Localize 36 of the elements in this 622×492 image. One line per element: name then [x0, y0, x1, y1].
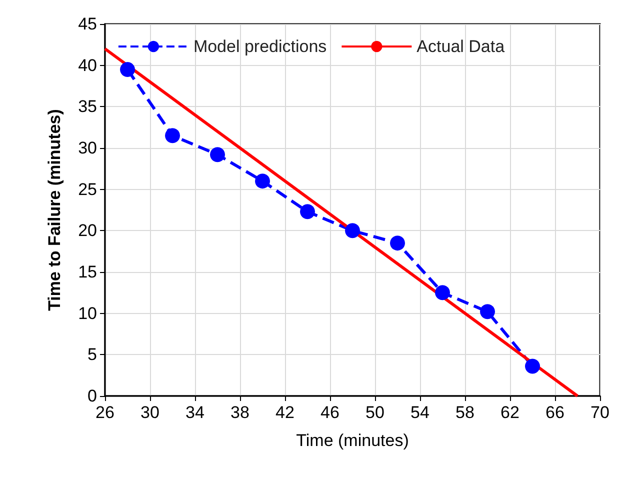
x-tick-label: 26	[96, 403, 114, 422]
x-tick-label: 58	[456, 403, 474, 422]
legend-label: Model predictions	[193, 37, 327, 56]
x-tick-label: 62	[500, 403, 520, 422]
y-tick-label: 25	[78, 180, 97, 199]
x-tick-label: 54	[410, 403, 430, 422]
y-tick-label: 45	[78, 14, 97, 34]
x-tick-label: 30	[140, 403, 160, 422]
point	[525, 358, 540, 374]
y-tick-label: 40	[78, 56, 97, 75]
x-tick-label: 46	[320, 403, 340, 422]
point	[120, 62, 135, 77]
y-tick-label: 0	[88, 386, 97, 406]
y-tick-label: 35	[78, 97, 97, 116]
y-tick-label: 10	[78, 304, 97, 323]
point	[390, 236, 405, 251]
x-tick-label: 50	[366, 403, 384, 422]
point	[480, 304, 495, 320]
point	[345, 223, 360, 238]
y-tick-label: 15	[78, 262, 97, 282]
y-tick-label: 20	[78, 221, 97, 240]
x-tick-label: 42	[276, 403, 294, 422]
y-axis-title: Time to Failure (minutes)	[45, 109, 64, 311]
x-axis-title: Time (minutes)	[296, 431, 409, 450]
x-tick-label: 34	[186, 403, 204, 422]
point	[210, 147, 225, 162]
point	[165, 128, 180, 144]
legend-label: Actual Data	[416, 37, 506, 56]
x-tick-label: 66	[546, 403, 564, 422]
x-tick-label: 70	[590, 403, 610, 422]
y-tick-label: 5	[88, 345, 97, 364]
point	[435, 285, 450, 300]
point	[255, 174, 270, 189]
y-tick-label: 30	[78, 138, 97, 158]
point	[300, 204, 315, 220]
x-tick-label: 38	[230, 403, 250, 422]
